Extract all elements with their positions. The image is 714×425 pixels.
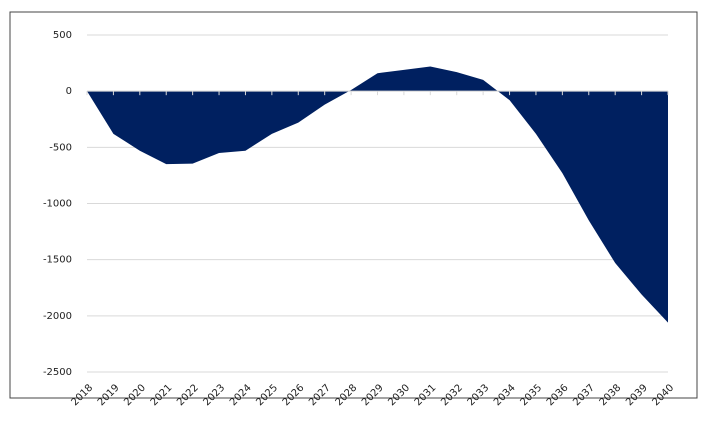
x-tick-label: 2031	[413, 382, 439, 408]
x-tick-label: 2036	[545, 382, 571, 408]
y-tick-label: 0	[66, 86, 72, 97]
area	[87, 66, 668, 323]
x-tick-label: 2035	[518, 382, 544, 408]
x-tick-label: 2032	[439, 382, 465, 408]
x-tick-label: 2039	[624, 382, 650, 408]
x-tick-label: 2025	[254, 382, 280, 408]
x-tick-label: 2040	[650, 382, 676, 408]
x-tick-label: 2033	[466, 382, 492, 408]
x-tick-label: 2026	[281, 382, 307, 408]
x-tick-label: 2034	[492, 382, 518, 408]
x-tick-label: 2019	[96, 382, 122, 408]
x-tick-label: 2027	[307, 382, 333, 408]
y-tick-label: -500	[49, 142, 72, 153]
x-tick-label: 2029	[360, 382, 386, 408]
y-tick-label: 500	[53, 30, 72, 41]
x-tick-label: 2021	[149, 382, 175, 408]
x-tick-label: 2038	[598, 382, 624, 408]
x-tick-label: 2023	[202, 382, 228, 408]
x-tick-label: 2030	[386, 382, 412, 408]
x-tick-label: 2018	[69, 382, 95, 408]
y-tick-label: -1000	[43, 199, 72, 210]
x-tick-label: 2020	[122, 382, 148, 408]
y-tick-label: -2000	[43, 311, 72, 322]
y-tick-label: -1500	[43, 255, 72, 266]
y-tick-label: -2500	[43, 367, 72, 378]
x-tick-label: 2028	[334, 382, 360, 408]
chart-frame	[9, 11, 698, 399]
x-tick-label: 2024	[228, 382, 254, 408]
x-tick-label: 2022	[175, 382, 201, 408]
x-tick-label: 2037	[571, 382, 597, 408]
